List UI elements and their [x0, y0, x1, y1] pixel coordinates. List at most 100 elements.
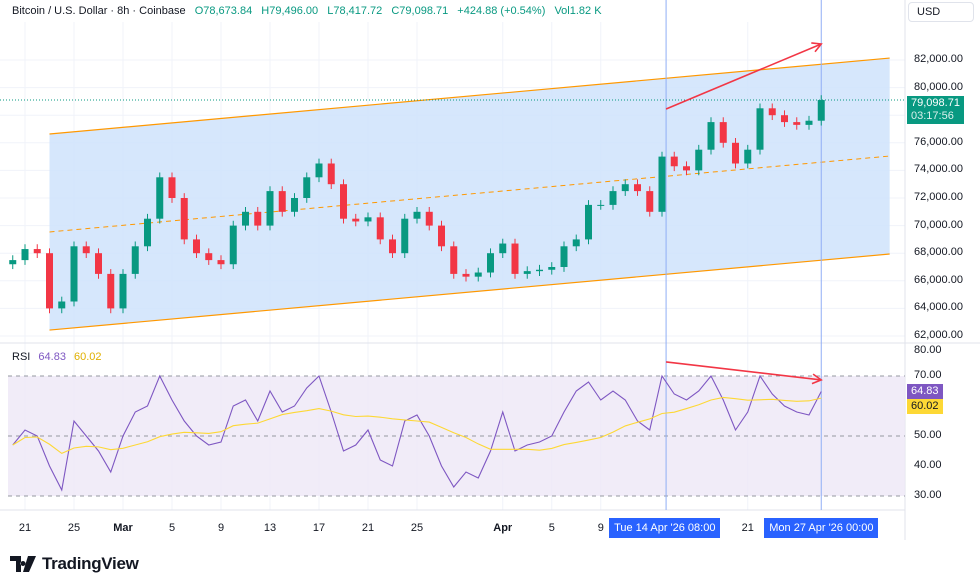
tradingview-logo[interactable]: TradingView	[10, 554, 139, 574]
rsi-legend: RSI 64.83 60.02	[12, 351, 107, 363]
channel-middle-line	[49, 155, 890, 233]
candle	[46, 253, 53, 309]
currency-button[interactable]: USD	[908, 2, 974, 22]
rsi-tick-label: 70.00	[914, 369, 942, 381]
rsi-trendline	[665, 361, 822, 381]
last-price-label: 79,098.71 03:17:56	[907, 96, 964, 125]
time-tick-label: 17	[312, 522, 326, 534]
rsi-ma-value: 60.02	[74, 351, 102, 363]
candle	[474, 272, 482, 277]
candle	[33, 249, 41, 254]
rsi-title[interactable]: RSI	[12, 351, 31, 363]
price-trendline-arrowhead	[811, 42, 823, 53]
candle	[732, 142, 739, 164]
candle	[413, 211, 421, 219]
volume-value: Vol1.82 K	[554, 5, 602, 17]
price-tick-label: 70,000.00	[914, 218, 963, 231]
candle	[487, 253, 494, 273]
time-tick-label: 25	[67, 522, 81, 534]
time-tick-label: 13	[263, 522, 277, 534]
price-change: +424.88 (+0.54%)	[457, 5, 546, 17]
rsi-ma-line	[12, 396, 822, 455]
price-trendline	[665, 43, 822, 110]
rsi-trendline-arrowhead	[811, 373, 823, 385]
candle	[658, 156, 666, 212]
time-tick-label: Apr	[493, 522, 513, 534]
candle	[523, 271, 531, 274]
symbol-title[interactable]: Bitcoin / U.S. Dollar · 8h · Coinbase	[12, 5, 186, 17]
candle	[768, 108, 776, 116]
candle	[364, 217, 372, 222]
candle	[597, 204, 605, 206]
candle	[131, 246, 139, 274]
rsi-tick-label: 80.00	[914, 344, 942, 356]
candle	[462, 273, 470, 277]
candle	[438, 225, 445, 247]
candle	[634, 184, 641, 192]
candle	[646, 191, 654, 212]
price-tick-label: 72,000.00	[914, 191, 963, 203]
price-tick-label: 74,000.00	[914, 163, 963, 176]
candle	[670, 156, 678, 167]
price-tick-label: 66,000.00	[914, 273, 963, 286]
candle	[58, 301, 66, 309]
rsi-tick-label: 50.00	[914, 429, 942, 441]
ohlc-close: C79,098.71	[391, 5, 449, 17]
time-tick-label: 9	[217, 522, 225, 534]
candle	[511, 243, 519, 274]
candle	[180, 198, 188, 240]
time-tick-label: 21	[361, 522, 375, 534]
candle	[572, 239, 580, 247]
tradingview-logo-icon	[10, 556, 36, 572]
candle	[499, 243, 507, 254]
candle	[401, 218, 409, 254]
last-price-value: 79,098.71	[911, 97, 960, 110]
candle	[205, 253, 213, 261]
candle	[119, 273, 127, 309]
candle	[95, 253, 102, 274]
crosshair-time-label: Mon 27 Apr '26 00:00	[764, 518, 879, 538]
symbol-header: Bitcoin / U.S. Dollar · 8h · Coinbase O7…	[12, 5, 614, 17]
candle	[21, 249, 29, 261]
candle	[793, 122, 801, 125]
time-tick-label: 9	[597, 522, 604, 534]
rsi-tick-label: 40.00	[914, 459, 942, 471]
candle	[291, 198, 298, 212]
time-tick-label: Mar	[113, 522, 133, 534]
candle	[756, 108, 764, 150]
bar-countdown: 03:17:56	[911, 110, 954, 123]
candle	[168, 177, 176, 198]
candle	[707, 122, 715, 150]
candle	[70, 246, 78, 302]
candle	[719, 122, 727, 143]
volume: Vol1.82 K	[554, 5, 607, 17]
candle	[817, 100, 825, 121]
time-tick-label: 21	[741, 522, 754, 534]
candle	[315, 163, 323, 178]
candle	[144, 218, 151, 247]
rsi-line	[12, 374, 822, 492]
channel-lower-line	[49, 253, 890, 331]
candle	[340, 184, 347, 219]
candle	[242, 211, 249, 226]
price-tick-label: 68,000.00	[914, 246, 963, 259]
candle	[621, 184, 629, 192]
candle	[254, 211, 262, 226]
brand-name: TradingView	[42, 554, 139, 573]
candle	[82, 246, 90, 254]
candle	[425, 211, 433, 226]
ohlc-low: L78,417.72	[327, 5, 383, 17]
candle	[450, 246, 458, 274]
candle	[548, 267, 556, 270]
rsi-ma-value-label: 60.02	[907, 399, 943, 414]
channel-fill	[49, 58, 890, 331]
candle	[193, 239, 200, 254]
candle	[217, 260, 225, 265]
price-tick-label: 80,000.00	[914, 80, 963, 93]
time-tick-label: 21	[18, 522, 32, 534]
candle	[278, 191, 286, 212]
time-tick-label: 5	[168, 522, 176, 534]
price-tick-label: 64,000.00	[914, 301, 963, 314]
candle	[107, 273, 115, 309]
